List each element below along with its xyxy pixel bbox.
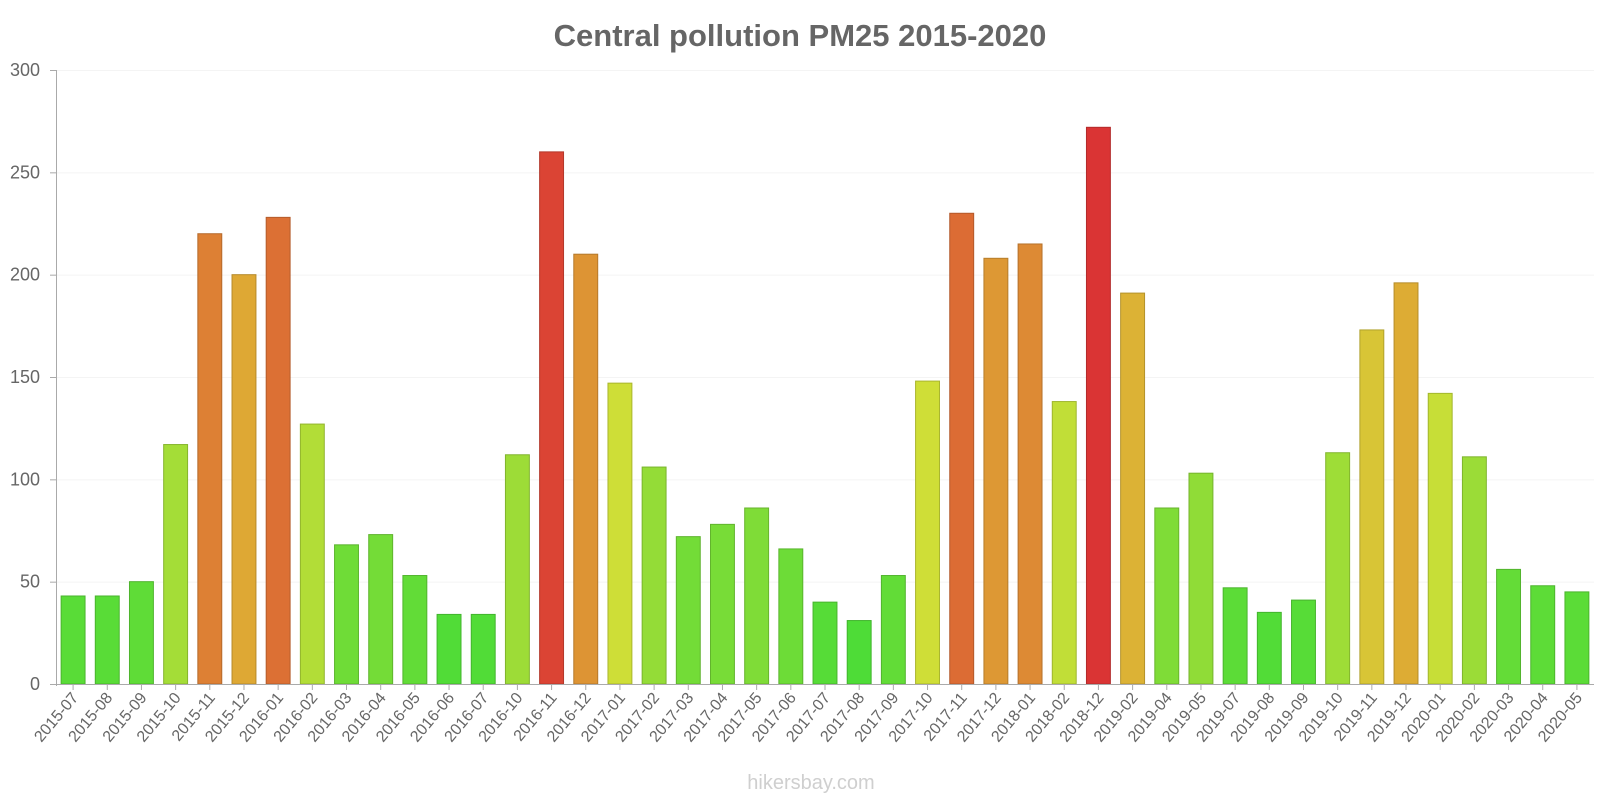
- bar-2017-03: [675, 536, 701, 685]
- bar-layer: [60, 126, 1590, 685]
- bar-2016-12: [573, 253, 599, 685]
- bar-2016-10: [504, 454, 530, 685]
- y-tick-label: 150: [10, 367, 40, 387]
- bar-2016-07: [470, 613, 496, 685]
- bar-2016-06: [436, 613, 462, 685]
- bar-2015-07: [60, 595, 86, 685]
- bar-2016-01: [265, 216, 291, 685]
- bar-2018-12: [1085, 126, 1111, 685]
- bar-2017-01: [607, 382, 633, 685]
- watermark: hikersbay.com: [747, 772, 874, 794]
- y-tick-label: 300: [10, 60, 40, 80]
- bar-2015-10: [163, 444, 189, 685]
- bar-2015-12: [231, 274, 257, 685]
- bar-2018-01: [1017, 243, 1043, 685]
- bar-2019-04: [1154, 507, 1180, 685]
- bar-2017-11: [949, 212, 975, 685]
- y-tick-label: 250: [10, 162, 40, 182]
- bar-2017-05: [744, 507, 770, 685]
- bar-2019-02: [1120, 292, 1146, 685]
- bar-2019-10: [1325, 452, 1351, 685]
- y-axis-ticks: 0 50 100 150 200 250 300: [10, 60, 40, 694]
- bar-2017-09: [880, 575, 906, 685]
- bar-2020-01: [1427, 392, 1453, 685]
- chart-title: Central pollution PM25 2015-2020: [554, 18, 1047, 53]
- bar-2015-11: [197, 233, 223, 685]
- bar-2017-07: [812, 601, 838, 685]
- bar-2015-08: [94, 595, 120, 685]
- x-axis-ticks: 2015-072015-082015-092015-102015-112015-…: [31, 684, 1586, 746]
- bar-2020-04: [1530, 585, 1556, 685]
- y-tick-label: 100: [10, 469, 40, 489]
- bar-2016-02: [299, 423, 325, 685]
- bar-2019-11: [1359, 329, 1385, 685]
- bar-2015-09: [128, 581, 154, 685]
- bar-2017-08: [846, 620, 872, 685]
- y-tick-label: 0: [30, 674, 40, 694]
- bar-2018-02: [1051, 401, 1077, 685]
- bar-2016-04: [368, 534, 394, 685]
- bar-2019-12: [1393, 282, 1419, 685]
- bar-2020-03: [1496, 568, 1522, 685]
- bar-2019-09: [1291, 599, 1316, 685]
- bar-2016-03: [334, 544, 359, 685]
- bar-2017-02: [641, 466, 667, 685]
- bar-2017-04: [710, 523, 735, 685]
- bar-2017-12: [983, 257, 1009, 685]
- bar-2020-02: [1461, 456, 1487, 685]
- y-tick-label: 50: [20, 572, 40, 592]
- bar-2020-05: [1564, 591, 1590, 685]
- y-tick-label: 200: [10, 265, 40, 285]
- bar-2017-10: [915, 380, 940, 685]
- bar-2016-05: [402, 575, 428, 685]
- bar-2019-07: [1222, 587, 1248, 685]
- bar-2019-05: [1188, 472, 1214, 685]
- bar-2019-08: [1256, 611, 1282, 685]
- bar-2016-11: [539, 151, 565, 685]
- bar-2017-06: [778, 548, 804, 685]
